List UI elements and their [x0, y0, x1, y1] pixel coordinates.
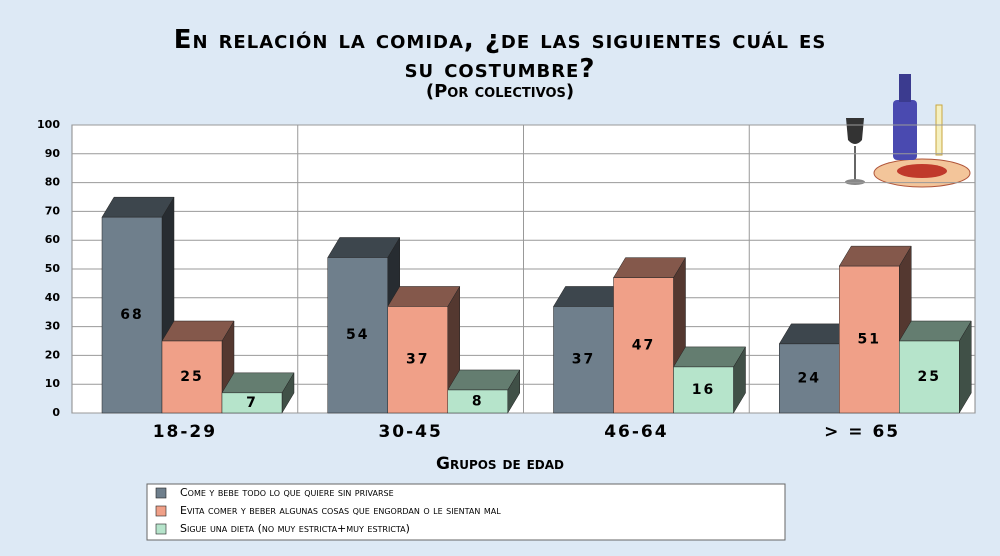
bar-front — [327, 257, 388, 414]
x-tick-label: 46-64 — [604, 422, 668, 442]
legend-label: Come y bebe todo lo que quiere sin priva… — [180, 486, 394, 499]
data-label: 51 — [858, 332, 881, 348]
y-tick-label: 90 — [45, 147, 61, 160]
legend-swatch — [155, 523, 167, 535]
bar-front — [387, 306, 448, 414]
legend-swatch — [155, 505, 167, 517]
bar-top — [613, 257, 686, 278]
y-tick-label: 20 — [45, 348, 61, 361]
x-tick-label: 18-29 — [153, 422, 217, 442]
bar-top — [101, 196, 175, 218]
data-label: 47 — [632, 337, 655, 353]
bar-front — [779, 343, 840, 414]
title-line: su costumbre? — [405, 54, 596, 84]
bar-top — [327, 237, 401, 258]
bar — [447, 369, 521, 414]
bar-top — [673, 346, 746, 368]
data-label: 16 — [692, 382, 715, 398]
bar-top — [898, 320, 972, 342]
data-label: 54 — [346, 327, 369, 343]
y-tick-label: 80 — [45, 176, 61, 189]
data-label: 37 — [572, 352, 595, 368]
bar-front — [673, 366, 734, 414]
bar-front — [161, 340, 223, 414]
legend-label: Sigue una dieta (no muy estricta+muy est… — [180, 522, 410, 535]
y-tick-label: 70 — [45, 204, 61, 217]
bar — [898, 320, 972, 414]
y-tick-label: 100 — [37, 118, 60, 131]
chart-subtitle: (Por colectivos) — [426, 81, 574, 102]
bar-top — [161, 320, 235, 342]
bar — [221, 371, 295, 414]
x-axis-label: Grupos de edad — [436, 454, 564, 474]
chart-title: En relación la comida, ¿de las siguiente… — [174, 25, 827, 84]
y-tick-label: 50 — [45, 262, 61, 275]
bar-top — [221, 372, 295, 394]
data-label: 37 — [406, 352, 429, 368]
bar — [613, 256, 686, 414]
decoration — [845, 74, 971, 188]
bar-front — [899, 340, 960, 414]
y-tick-label: 60 — [45, 233, 61, 246]
title-line: En relación la comida, ¿de las siguiente… — [174, 25, 827, 55]
legend-label: Evita comer y beber algunas cosas que en… — [180, 504, 501, 517]
y-tick-label: 10 — [45, 377, 61, 390]
legend-swatch — [155, 487, 167, 499]
bar-top — [447, 369, 521, 391]
bar-front — [101, 216, 163, 414]
bar-top — [838, 245, 912, 267]
bar — [161, 320, 235, 414]
bar — [673, 346, 746, 414]
x-tick-label: > = 65 — [824, 422, 900, 442]
y-tick-label: 0 — [52, 406, 60, 419]
data-label: 8 — [472, 393, 484, 409]
data-label: 7 — [246, 395, 258, 411]
data-label: 25 — [918, 369, 941, 385]
bar-front — [839, 265, 900, 414]
bar-top — [387, 286, 461, 307]
x-tick-label: 30-45 — [378, 422, 442, 442]
data-label: 24 — [798, 370, 821, 386]
bar-front — [613, 277, 674, 414]
y-tick-label: 30 — [45, 320, 61, 333]
legend — [146, 483, 786, 541]
data-label: 68 — [120, 307, 143, 323]
bar-front — [221, 392, 283, 414]
y-tick-label: 40 — [45, 291, 61, 304]
bar-front — [447, 389, 508, 414]
data-label: 25 — [180, 369, 203, 385]
